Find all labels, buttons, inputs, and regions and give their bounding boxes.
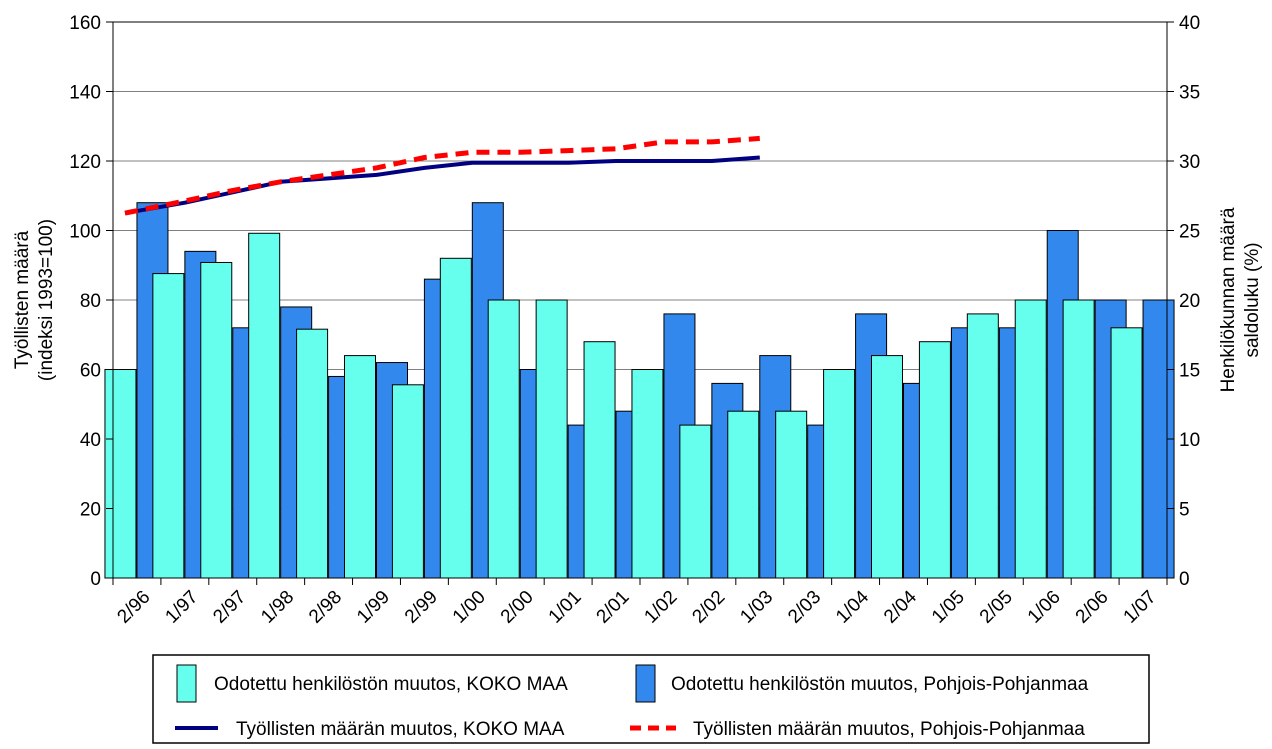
- legend-label: Odotettu henkilöstön muutos, Pohjois-Poh…: [671, 674, 1089, 695]
- x-tick-label: 1/07: [1120, 587, 1161, 628]
- bar-koko-maa: [439, 257, 472, 579]
- bar-koko-maa: [966, 313, 999, 579]
- y-right-tick-label: 35: [1179, 83, 1200, 104]
- x-tick-label: 2/98: [305, 587, 346, 628]
- bar-koko-maa: [1062, 299, 1095, 579]
- y-right-tick-label: 0: [1179, 569, 1190, 590]
- y-right-tick-label: 20: [1179, 291, 1200, 312]
- legend-label: Työllisten määrän muutos, Pohjois-Pohjan…: [693, 719, 1085, 740]
- x-tick-label: 2/01: [593, 587, 634, 628]
- x-tick-label: 1/04: [832, 586, 873, 627]
- y-right-tick-label: 5: [1179, 500, 1190, 521]
- line-pohjois-pohjanmaa: [124, 135, 760, 216]
- y-right-tick-label: 10: [1179, 430, 1200, 451]
- x-tick-label: 1/02: [640, 587, 681, 628]
- y-left-tick-label: 160: [69, 13, 101, 34]
- bar-koko-maa: [918, 341, 951, 579]
- x-tick-label: 1/05: [928, 587, 969, 628]
- y-left-title-line2: (indeksi 1993=100): [36, 219, 57, 381]
- y-left-tick-label: 40: [80, 430, 101, 451]
- x-tick-label: 2/96: [113, 587, 154, 628]
- legend-label: Työllisten määrän muutos, KOKO MAA: [236, 719, 565, 740]
- x-tick-label: 2/02: [688, 587, 729, 628]
- bar-koko-maa: [152, 273, 185, 579]
- bar-koko-maa: [631, 369, 664, 579]
- y-right-tick-label: 30: [1179, 152, 1200, 173]
- bar-layer: [104, 202, 1175, 579]
- line-layer: [124, 135, 760, 216]
- bar-koko-maa: [823, 369, 856, 579]
- bar-koko-maa: [1110, 327, 1143, 579]
- bar-koko-maa: [535, 299, 568, 579]
- bar-koko-maa: [679, 424, 712, 579]
- bar-koko-maa: [104, 369, 137, 579]
- x-tick-label: 1/97: [161, 587, 202, 628]
- x-tick-label: 2/04: [880, 586, 921, 627]
- bar-koko-maa: [248, 232, 281, 579]
- bar-koko-maa: [487, 299, 520, 579]
- y-right-title-line1: Henkilökunnan määrä: [1218, 207, 1239, 392]
- bar-koko-maa: [296, 328, 329, 579]
- x-tick-label: 2/99: [401, 587, 442, 628]
- y-right-axis-title: Henkilökunnan määrä saldoluku (%): [1218, 207, 1263, 392]
- bar-koko-maa: [583, 341, 616, 579]
- bar-koko-maa: [871, 355, 903, 579]
- legend-label: Odotettu henkilöstön muutos, KOKO MAA: [214, 674, 568, 695]
- y-right-tick-label: 25: [1179, 222, 1200, 243]
- x-tick-label: 1/03: [736, 587, 777, 628]
- y-right-title-line2: saldoluku (%): [1242, 242, 1263, 357]
- y-left-tick-label: 60: [80, 361, 101, 382]
- y-left-tick-label: 80: [80, 291, 101, 312]
- y-right-tick-label: 40: [1179, 13, 1200, 34]
- bar-koko-maa: [775, 410, 808, 579]
- y-left-tick-label: 100: [69, 222, 101, 243]
- x-tick-label: 1/00: [449, 587, 490, 628]
- y-left-tick-label: 140: [69, 83, 101, 104]
- y-right-tick-label: 15: [1179, 361, 1200, 382]
- x-tick-label: 1/98: [257, 587, 298, 628]
- x-tick-label: 2/00: [497, 587, 538, 628]
- x-tick-label: 1/06: [1024, 587, 1065, 628]
- y-left-title-line1: Työllisten määrä: [12, 230, 33, 369]
- bar-koko-maa: [391, 384, 424, 579]
- legend: Odotettu henkilöstön muutos, KOKO MAA Odo…: [152, 654, 1150, 744]
- x-tick-label: 1/99: [353, 587, 394, 628]
- legend-swatch-koko-maa-bar: [176, 664, 197, 703]
- y-left-axis-title: Työllisten määrä (indeksi 1993=100): [12, 219, 57, 381]
- y-left-tick-label: 20: [80, 500, 101, 521]
- y-left-tick-label: 120: [69, 152, 101, 173]
- line-koko-maa: [124, 155, 760, 216]
- x-tick-label: 2/03: [784, 587, 825, 628]
- y-left-tick-label: 0: [90, 569, 101, 590]
- legend-swatch-pohjois-bar: [635, 664, 656, 703]
- bar-koko-maa: [1014, 299, 1047, 579]
- bar-koko-maa: [727, 410, 760, 579]
- x-tick-label: 2/06: [1072, 587, 1113, 628]
- x-tick-label: 2/05: [976, 587, 1017, 628]
- x-tick-label: 2/97: [209, 587, 250, 628]
- bar-koko-maa: [344, 355, 376, 579]
- bar-koko-maa: [200, 261, 233, 579]
- x-tick-label: 1/01: [545, 587, 586, 628]
